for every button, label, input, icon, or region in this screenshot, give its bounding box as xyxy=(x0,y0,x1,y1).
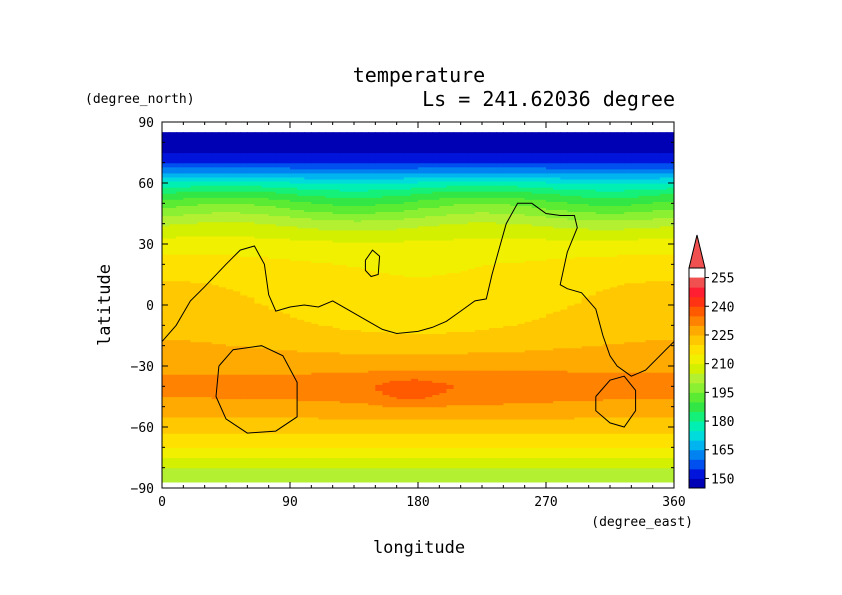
y-axis-label: latitude xyxy=(95,264,115,346)
y-units-label: (degree_north) xyxy=(85,92,195,107)
x-units-label: (degree_east) xyxy=(591,515,693,530)
heatmap-field xyxy=(162,132,675,482)
chart-title: temperature xyxy=(353,63,485,87)
chart-subtitle: Ls = 241.62036 degree xyxy=(422,87,675,111)
x-axis-label: longitude xyxy=(373,538,465,558)
